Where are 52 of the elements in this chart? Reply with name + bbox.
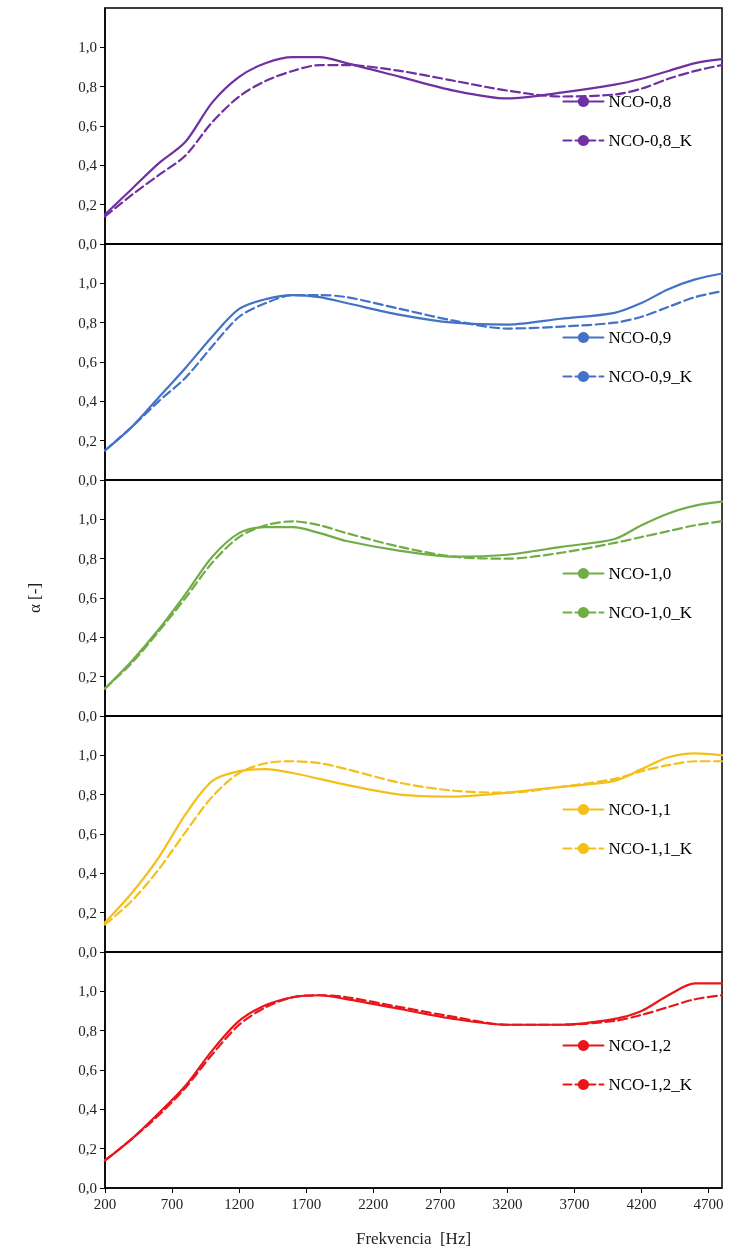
y-tick-label: 0,8 <box>78 786 97 803</box>
x-tick-label: 3200 <box>492 1195 523 1212</box>
legend-label: NCO-1,0_K <box>608 603 693 622</box>
y-tick-label: 0,2 <box>78 196 97 213</box>
y-tick-label: 0,0 <box>78 472 97 488</box>
legend-label: NCO-0,9 <box>608 328 672 347</box>
y-tick-label: 0,0 <box>78 236 97 252</box>
y-tick-label: 0,6 <box>78 1062 98 1078</box>
y-tick-label: 0,8 <box>78 550 97 567</box>
x-axis-title: Frekvencia [Hz] <box>355 1229 472 1248</box>
legend-label: NCO-1,1 <box>608 800 672 819</box>
y-tick-label: 0,8 <box>78 1022 97 1039</box>
legend-label: NCO-0,8 <box>608 92 672 111</box>
x-tick-label: 1700 <box>291 1195 322 1212</box>
y-tick-label: 1,0 <box>78 983 97 1000</box>
y-tick-label: 0,6 <box>78 826 98 842</box>
y-tick-label: 0,4 <box>78 629 98 646</box>
y-tick-label: 0,4 <box>78 865 98 882</box>
y-tick-label: 0,2 <box>78 432 97 449</box>
y-tick-label: 0,8 <box>78 314 97 331</box>
y-tick-label: 0,6 <box>78 118 98 134</box>
y-tick-label: 0,4 <box>78 157 98 174</box>
y-tick-label: 0,2 <box>78 904 97 921</box>
y-tick-label: 0,4 <box>78 393 98 410</box>
legend-label: NCO-0,9_K <box>608 367 693 386</box>
legend-label: NCO-1,2_K <box>608 1075 693 1094</box>
y-tick-label: 0,6 <box>78 354 98 370</box>
legend-label: NCO-1,1_K <box>608 839 693 858</box>
y-tick-label: 0,6 <box>78 590 98 606</box>
legend-label: NCO-1,2 <box>608 1036 672 1055</box>
x-tick-label: 700 <box>160 1195 184 1212</box>
y-tick-label: 1,0 <box>78 747 97 764</box>
x-tick-label: 3700 <box>559 1195 590 1212</box>
y-tick-label: 0,0 <box>78 944 97 960</box>
y-tick-label: 1,0 <box>78 511 97 528</box>
y-tick-label: 0,8 <box>78 78 97 95</box>
legend-label: NCO-0,8_K <box>608 131 693 150</box>
y-tick-label: 0,2 <box>78 1140 97 1157</box>
y-tick-label: 1,0 <box>78 275 97 292</box>
y-tick-label: 0,2 <box>78 668 97 685</box>
y-tick-label: 0,0 <box>78 1180 97 1196</box>
x-tick-label: 200 <box>93 1195 117 1212</box>
y-tick-label: 0,0 <box>78 708 97 724</box>
x-tick-label: 2700 <box>425 1195 456 1212</box>
x-tick-label: 2200 <box>358 1195 389 1212</box>
x-tick-label: 4200 <box>626 1195 657 1212</box>
legend-label: NCO-1,0 <box>608 564 672 583</box>
x-tick-label: 4700 <box>693 1195 724 1212</box>
y-tick-label: 0,4 <box>78 1101 98 1118</box>
y-tick-label: 1,0 <box>78 39 97 56</box>
y-axis-title: α [-] <box>25 582 44 614</box>
x-tick-label: 1200 <box>224 1195 255 1212</box>
